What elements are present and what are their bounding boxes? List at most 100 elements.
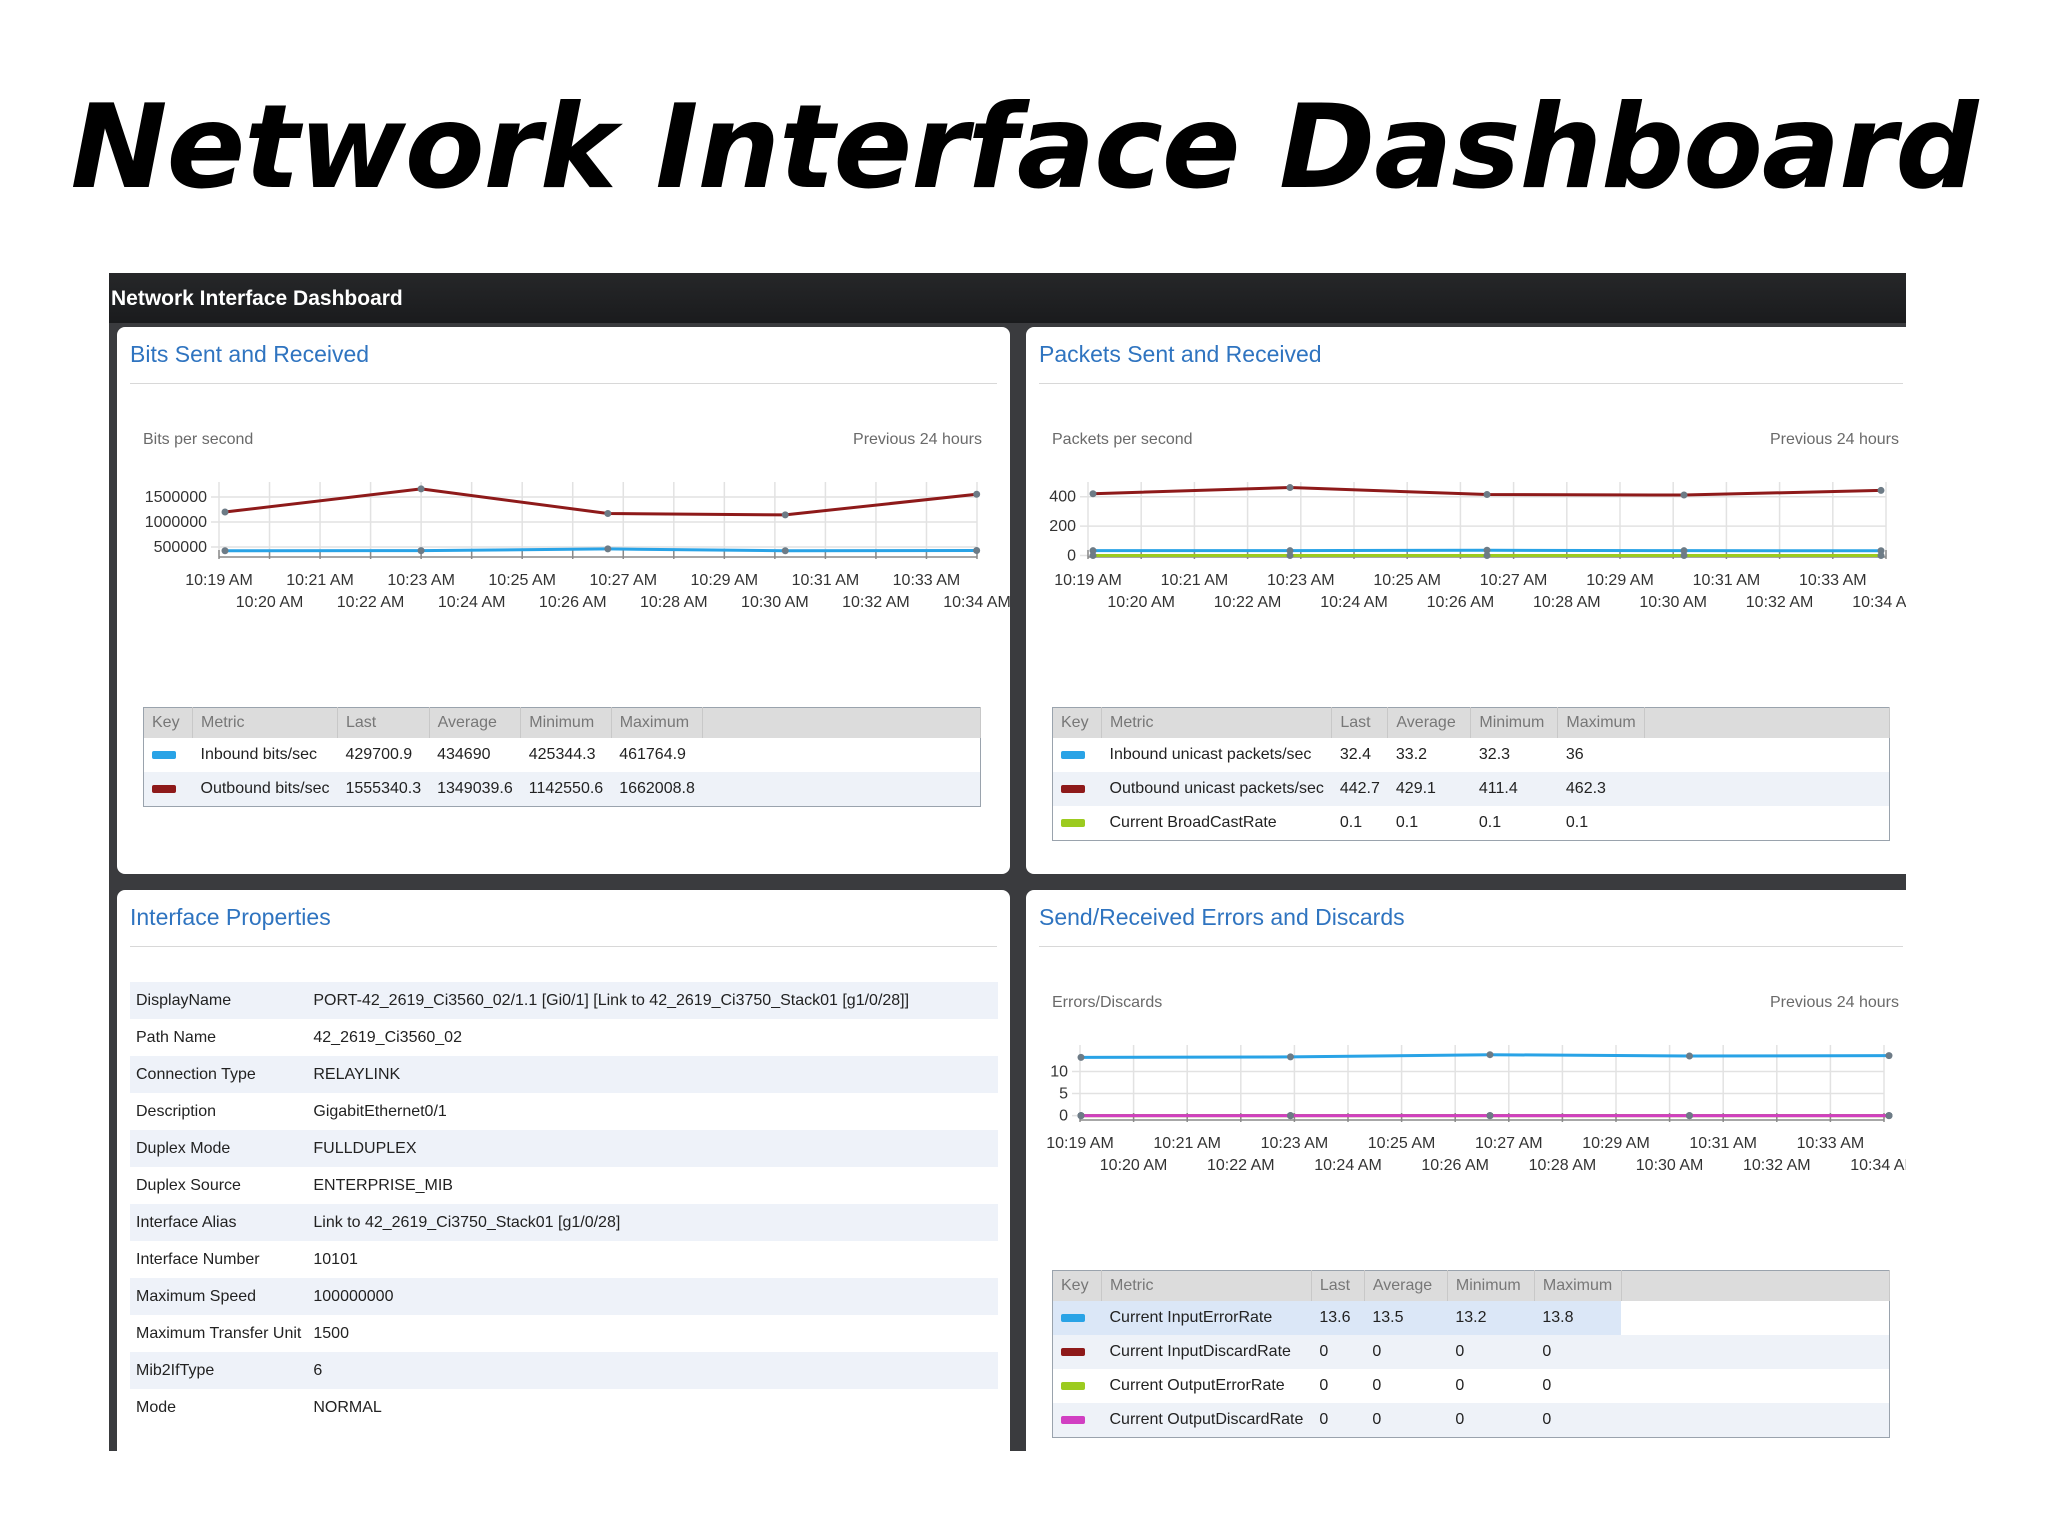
metric-last: 32.4 [1339,746,1371,763]
x-tick-label: 10:25 AM [1368,1135,1436,1152]
table-row[interactable]: Inbound bits/sec 429700.9 434690 425344.… [144,738,981,772]
table-row[interactable]: Outbound bits/sec 1555340.3 1349039.6 11… [143,772,981,807]
errors-metric-table: Key Metric Last Average Minimum Maximum … [1052,1270,1891,1438]
x-tick-label: 10:24 AM [1314,1157,1382,1174]
property-key: Interface Alias [130,1204,308,1241]
row-spacer [1621,1403,1890,1438]
properties-panel: Interface Properties DisplayName PORT-42_… [117,890,1010,1451]
metric-minimum: 411.4 [1470,772,1558,806]
errors-chart: 0 5 10 10:19 AM 10:20 AM 10:21 AM 10:22 AM 10:2… [1046,1045,1906,1174]
metric-name: Current InputErrorRate [1101,1301,1312,1335]
metric-average: 0 [1372,1377,1382,1394]
x-tick-label: 10:23 AM [387,572,455,589]
bits-panel: Bits Sent and Received Bits per second P… [117,327,1010,874]
table-row[interactable]: Current OutputErrorRate 0 0 0 0 [1053,1369,1890,1403]
property-row: Interface Alias Link to 42_2619_Ci3750_St… [130,1204,998,1241]
row-spacer [1621,1369,1889,1403]
bits-metric-table: Key Metric Last Average Minimum Maximum … [143,707,981,807]
packets-range-label: Previous 24 hours [1770,431,1899,448]
metric-maximum: 36 [1565,746,1584,763]
x-tick-label: 10:24 AM [438,594,506,611]
packets-panel-title: Packets Sent and Received [1039,341,1322,367]
x-tick-label: 10:26 AM [1427,594,1495,611]
legend-key [143,772,193,807]
legend-key [1053,1369,1102,1403]
data-point [1486,1112,1494,1120]
packets-chart: 0 200 400 10:19 AM 10:20 AM 10:21 AM 10:22 AM 1… [1049,482,1906,611]
errors-panel-title: Send/Received Errors and Discards [1039,904,1405,930]
y-tick-label: 1500000 [145,489,207,506]
properties-panel-divider [130,946,997,947]
metric-maximum: 461764.9 [619,746,686,763]
x-tick-label: 10:20 AM [1100,1157,1168,1174]
bits-chart: 500000 1000000 1500000 10:19 AM 10:20 AM 10:2… [145,482,1010,611]
row-spacer [702,772,981,807]
data-point [1089,490,1097,498]
table-row[interactable]: Outbound unicast packets/sec 442.7 429.1… [1052,772,1890,806]
table-row[interactable]: Current BroadCastRate 0.1 0.1 0.1 0.1 [1053,806,1890,841]
table-row[interactable]: Current InputDiscardRate 0 0 0 0 [1052,1335,1890,1369]
data-point [1077,1112,1085,1120]
x-tick-label: 10:29 AM [1586,572,1654,589]
property-key: Description [136,1102,217,1120]
series-line-1 [224,487,977,517]
y-tick-label: 0 [1067,548,1076,565]
col-key: Key [1052,707,1102,738]
metric-maximum: 0.1 [1565,814,1589,831]
property-row: Mode NORMAL [130,1389,998,1426]
x-tick-label: 10:25 AM [488,572,556,589]
metric-minimum: 0 [1447,1403,1535,1438]
data-point [1089,552,1097,560]
property-value: GigabitEthernet0/1 [313,1102,447,1120]
x-tick-label: 10:23 AM [1267,572,1335,589]
table-row[interactable]: Current OutputDiscardRate 0 0 0 0 [1052,1403,1890,1438]
x-tick-label: 10:20 AM [236,594,304,611]
x-tick-label: 10:24 AM [1320,594,1388,611]
packets-panel: Packets Sent and Received Packets per se… [1026,327,1906,874]
property-row: Interface Number 10101 [130,1241,998,1278]
legend-swatch-magenta [1061,1415,1085,1424]
errors-panel: Send/Received Errors and Discards Errors… [1026,890,1906,1451]
metric-last: 0.1 [1339,814,1363,831]
data-point [1089,547,1097,555]
x-tick-label: 10:34 AM [1850,1157,1906,1174]
metric-minimum: 0 [1455,1377,1465,1394]
data-point [1486,1051,1494,1059]
property-key: Connection Type [130,1056,308,1093]
metric-last: 442.7 [1331,772,1388,806]
col-average: Average [1387,707,1472,738]
metric-average: 0.1 [1395,814,1419,831]
x-tick-label: 10:29 AM [1582,1135,1650,1152]
metric-last: 0 [1311,1403,1365,1438]
property-value: FULLDUPLEX [307,1130,998,1167]
property-row: Maximum Transfer Unit 1500 [130,1315,998,1352]
dashboard-window: Network Interface Dashboard Bits Sent an… [109,273,1906,1451]
errors-range-label: Previous 24 hours [1770,994,1899,1011]
row-spacer [1621,1301,1889,1335]
data-point [1680,552,1688,560]
data-point [1680,491,1688,499]
table-row[interactable]: Inbound unicast packets/sec 32.4 33.2 32… [1053,738,1890,772]
data-point [781,547,789,555]
legend-key [1052,772,1102,806]
col-metric: Metric [1101,707,1333,738]
metric-name: Current OutputErrorRate [1109,1377,1285,1394]
legend-swatch-red [1061,1347,1085,1356]
x-tick-label: 10:34 AM [943,594,1010,611]
x-tick-label: 10:28 AM [640,594,708,611]
legend-swatch-blue [1061,1313,1085,1322]
col-maximum: Maximum [611,707,704,738]
legend-swatch-green [1061,1381,1085,1390]
x-tick-label: 10:33 AM [893,572,961,589]
data-point [1885,1052,1893,1060]
property-row: Maximum Speed 100000000 [130,1278,998,1315]
metric-name: Inbound unicast packets/sec [1109,746,1312,763]
property-row: Mib2IfType 6 [130,1352,998,1389]
y-tick-label: 1000000 [145,514,207,531]
data-point [1885,1112,1893,1120]
legend-swatch-green [1061,818,1085,827]
y-tick-label: 200 [1049,518,1076,535]
table-row[interactable]: Current InputErrorRate 13.6 13.5 13.2 13… [1052,1301,1890,1335]
data-point [1685,1052,1693,1060]
metric-average: 1349039.6 [429,772,521,807]
